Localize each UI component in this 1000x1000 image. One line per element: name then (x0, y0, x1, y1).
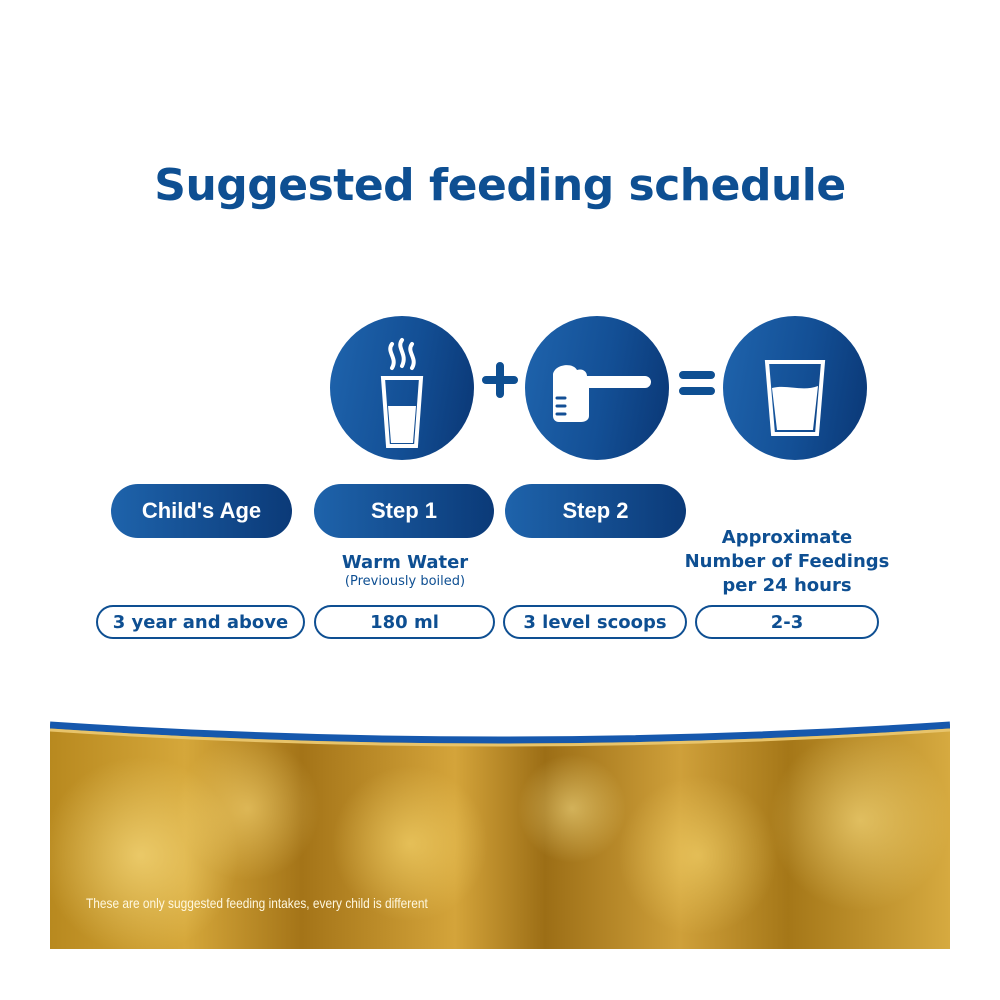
equals-icon (679, 371, 715, 395)
feedings-header-line: per 24 hours (722, 575, 852, 596)
warm-water-glass-icon (330, 316, 474, 460)
childs-age-header: Child's Age (111, 484, 292, 538)
plus-icon (482, 362, 518, 398)
feedings-header-line: Approximate (721, 527, 853, 548)
scoops-value: 3 level scoops (503, 605, 687, 639)
milk-glass-icon (723, 316, 867, 460)
gold-bokeh-background (50, 715, 950, 949)
step-1-header: Step 1 (314, 484, 494, 538)
age-value: 3 year and above (96, 605, 305, 639)
feedings-header: Approximate Number of Feedings per 24 ho… (680, 526, 894, 598)
water-amount-value: 180 ml (314, 605, 495, 639)
page-title: Suggested feeding schedule (154, 160, 846, 211)
step-2-header: Step 2 (505, 484, 686, 538)
scoop-icon (525, 316, 669, 460)
disclaimer-text: These are only suggested feeding intakes… (86, 895, 428, 911)
feedings-value: 2-3 (695, 605, 879, 639)
feedings-header-line: Number of Feedings (684, 551, 890, 572)
blue-wave-divider (50, 715, 950, 747)
previously-boiled-label: (Previously boiled) (344, 574, 466, 589)
gold-banner (50, 715, 950, 949)
warm-water-label: Warm Water (341, 552, 469, 573)
